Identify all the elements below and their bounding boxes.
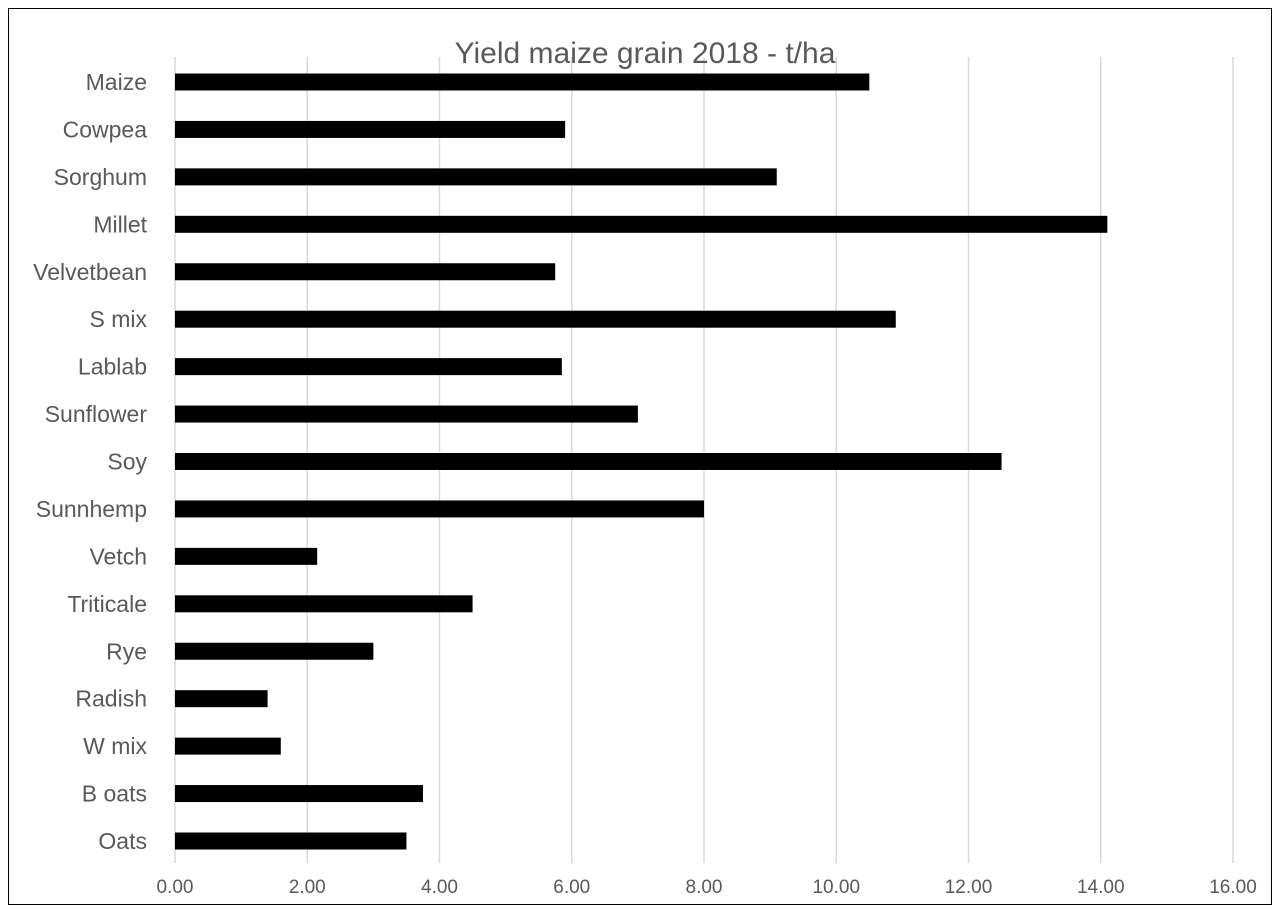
bars (175, 73, 1108, 850)
bar (175, 547, 318, 565)
x-tick-label: 0.00 (157, 877, 194, 898)
category-labels: Maize Cowpea Sorghum Millet Velvetbean S mix L… (33, 69, 147, 854)
x-tick-label: 12.00 (945, 877, 993, 898)
x-tick-label: 14.00 (1077, 877, 1125, 898)
bar (175, 310, 896, 328)
bar (175, 168, 777, 186)
category-label: Sorghum (54, 164, 147, 190)
bar (175, 405, 638, 423)
category-label: S mix (90, 306, 148, 332)
x-tick-label: 8.00 (686, 877, 723, 898)
category-label: Sunnhemp (36, 496, 147, 522)
bar (175, 453, 1002, 470)
category-label: Sunflower (45, 401, 148, 427)
bar (175, 358, 562, 376)
bar (175, 120, 566, 138)
bar (175, 595, 473, 613)
x-tick-labels: 0.00 2.00 4.00 6.00 8.00 10.00 12.00 14.00 16.00 (157, 877, 1257, 898)
category-label: Radish (75, 686, 147, 712)
category-label: Velvetbean (33, 259, 147, 285)
bar (175, 642, 374, 660)
bar (175, 263, 556, 281)
category-label: Rye (106, 638, 147, 664)
bar (175, 215, 1108, 233)
bar (175, 73, 870, 91)
category-label: Millet (93, 211, 147, 237)
x-tick-label: 10.00 (812, 877, 860, 898)
category-label: Lablab (78, 354, 147, 380)
category-label: Triticale (67, 591, 147, 617)
category-label: W mix (83, 733, 147, 759)
x-tick-label: 16.00 (1209, 877, 1257, 898)
category-label: Soy (107, 449, 147, 475)
bar (175, 500, 704, 518)
bar (175, 832, 407, 850)
bar (175, 737, 281, 755)
category-label: B oats (82, 781, 147, 807)
category-label: Cowpea (63, 116, 148, 142)
bar (175, 785, 423, 803)
chart-title: Yield maize grain 2018 - t/ha (455, 37, 836, 70)
bar (175, 690, 268, 708)
category-label: Oats (98, 828, 147, 854)
category-label: Maize (86, 69, 147, 95)
x-tick-label: 4.00 (421, 877, 458, 898)
x-tick-label: 2.00 (289, 877, 326, 898)
category-label: Vetch (89, 543, 147, 569)
x-tick-label: 6.00 (553, 877, 590, 898)
